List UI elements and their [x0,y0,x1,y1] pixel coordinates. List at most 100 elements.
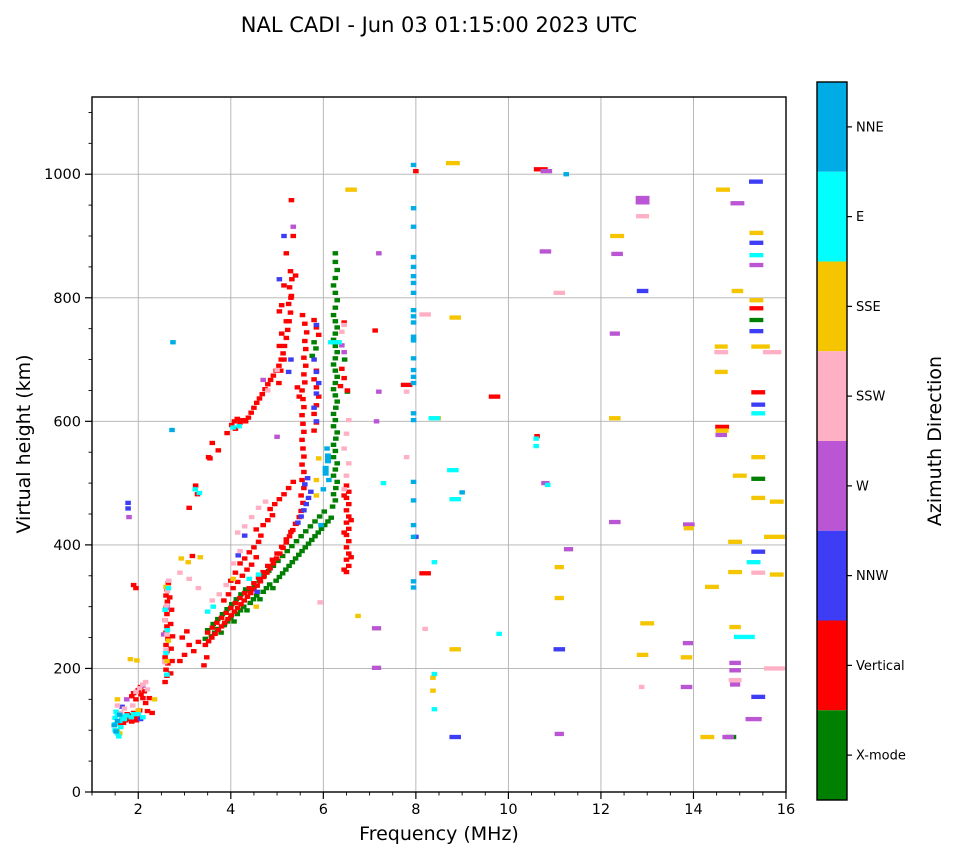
data-point [332,275,339,281]
data-point [745,716,762,722]
data-point [328,515,334,520]
data-point [265,563,271,569]
data-point [640,621,655,626]
colorbar-tick-label: SSE [856,300,881,315]
data-point [214,620,220,625]
data-point [250,597,257,602]
data-point [242,587,249,592]
data-point [749,298,764,303]
data-point [276,380,282,386]
x-tick-label: 6 [319,802,328,818]
data-point [332,305,339,310]
data-point [334,430,340,435]
data-point [248,410,254,415]
data-point [276,277,283,282]
data-point [138,692,144,697]
data-point [376,389,382,394]
data-point [286,534,293,539]
data-point [334,479,340,485]
data-point [748,179,763,184]
data-point [164,589,171,594]
data-point [219,611,226,617]
data-point [121,716,128,722]
data-point [313,403,320,408]
data-point [283,319,290,324]
data-point [299,477,305,483]
data-point [264,570,270,575]
data-point [318,522,324,528]
data-point [341,493,347,498]
data-point [313,419,320,424]
data-point [334,298,340,303]
data-point [278,544,285,549]
data-point [332,380,339,386]
data-point [410,411,417,416]
data-point [129,703,136,708]
data-point [120,720,127,725]
data-point [339,329,345,334]
data-point [170,340,176,345]
data-point [341,320,347,325]
data-point [733,634,755,640]
data-point [553,647,566,652]
data-point [239,573,246,578]
data-point [751,476,766,481]
data-point [554,564,564,570]
data-point [751,495,766,501]
data-point [241,590,248,596]
data-point [343,483,350,488]
data-point [309,353,316,359]
data-point [346,514,352,519]
data-point [130,582,137,588]
data-point [254,589,260,595]
data-point [263,585,270,591]
data-point [410,264,417,270]
data-point [151,697,158,702]
data-point [169,427,175,433]
data-point [751,344,770,349]
data-point [410,338,417,343]
data-point [234,605,241,611]
data-point [296,394,303,399]
data-point [301,469,307,475]
data-point [341,567,347,572]
data-point [751,549,766,554]
data-point [225,616,231,622]
data-point [146,695,153,701]
data-point [144,687,151,692]
data-point [410,579,417,584]
data-point [167,621,174,627]
data-point [210,604,216,609]
data-point [355,613,361,619]
data-point [339,343,345,348]
data-point [714,344,728,349]
data-point [410,417,417,423]
data-point [285,301,292,307]
data-point [186,642,192,648]
data-points [111,160,785,740]
data-point [255,572,262,577]
data-point [749,230,764,236]
data-point [302,338,308,344]
data-point [611,251,623,257]
data-point [372,328,378,333]
data-point [324,446,330,451]
data-point [279,571,286,576]
data-point [301,454,307,459]
data-point [371,626,382,631]
data-point [410,224,417,229]
data-point [329,504,336,509]
data-point [269,513,276,518]
data-point [204,627,211,633]
data-point [324,453,331,464]
data-point [278,331,285,336]
data-point [223,610,229,616]
data-point [223,582,229,588]
data-point [371,665,382,670]
data-point [346,489,352,494]
data-point [346,461,352,466]
data-point [749,306,764,311]
data-point [334,349,340,355]
data-point [343,569,350,575]
data-point [311,377,317,382]
